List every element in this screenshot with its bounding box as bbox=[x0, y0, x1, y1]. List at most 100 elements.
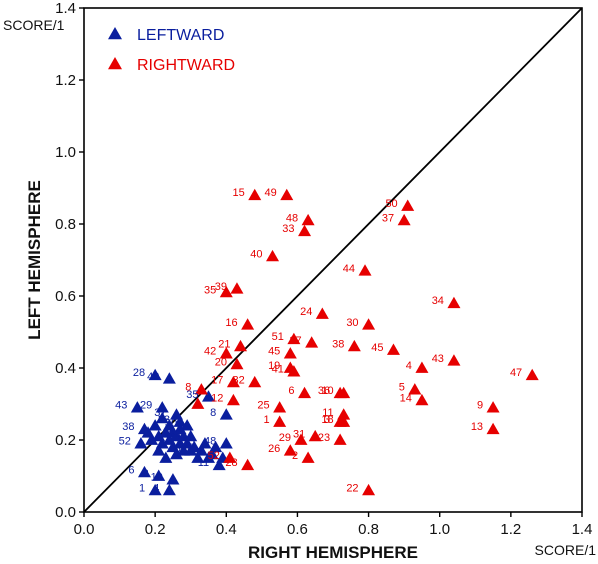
x-tick-label: 0.0 bbox=[74, 521, 95, 538]
rightward-point bbox=[226, 393, 240, 406]
leftward-point bbox=[148, 368, 162, 381]
rightward-point-label: 24 bbox=[300, 306, 312, 318]
rightward-point-label: 8 bbox=[185, 382, 191, 394]
rightward-point-label: 6 bbox=[288, 385, 294, 397]
leftward-point bbox=[148, 483, 162, 496]
rightward-point bbox=[486, 422, 500, 435]
rightward-point bbox=[280, 188, 294, 201]
leftward-point bbox=[187, 440, 201, 453]
y-tick-label: 0.0 bbox=[55, 504, 76, 521]
rightward-point bbox=[362, 318, 376, 330]
rightward-point-label: 37 bbox=[382, 212, 394, 224]
rightward-point bbox=[219, 347, 233, 359]
rightward-point bbox=[415, 393, 429, 406]
leftward-point-label: 28 bbox=[133, 367, 145, 379]
rightward-point-label: 22 bbox=[346, 482, 358, 494]
rightward-point-label: 32 bbox=[232, 374, 244, 386]
leftward-point bbox=[180, 437, 194, 449]
x-axis-unit: SCORE/1 bbox=[535, 542, 597, 558]
rightward-point-label: 44 bbox=[343, 263, 355, 275]
legend-marker-leftward bbox=[108, 27, 122, 40]
leftward-point-label: 33 bbox=[158, 414, 170, 426]
rightward-point bbox=[234, 339, 248, 352]
rightward-point-label: 42 bbox=[204, 346, 216, 358]
leftward-point bbox=[148, 419, 162, 431]
rightward-point-label: 47 bbox=[510, 367, 522, 379]
leftward-point bbox=[130, 401, 144, 413]
rightward-point bbox=[283, 347, 297, 359]
x-tick-label: 0.4 bbox=[216, 521, 237, 538]
leftward-point-label: 5 bbox=[175, 443, 181, 455]
leftward-point bbox=[209, 440, 223, 453]
rightward-point bbox=[287, 365, 301, 377]
y-tick-label: 0.8 bbox=[55, 216, 76, 233]
rightward-point-label: 31 bbox=[293, 428, 305, 440]
rightward-point bbox=[230, 282, 244, 294]
rightward-point-label: 18 bbox=[321, 414, 333, 426]
rightward-point-label: 9 bbox=[477, 400, 483, 412]
leftward-point bbox=[134, 437, 148, 449]
rightward-point bbox=[337, 386, 351, 399]
rightward-point bbox=[301, 451, 315, 463]
leftward-point-label: 35 bbox=[186, 389, 198, 401]
rightward-point-label: 40 bbox=[250, 248, 262, 260]
x-tick-label: 1.2 bbox=[500, 521, 521, 538]
rightward-point-label: 41 bbox=[272, 364, 284, 376]
y-axis-unit: SCORE/1 bbox=[3, 17, 65, 33]
rightward-point-label: 16 bbox=[225, 317, 237, 329]
rightward-point bbox=[415, 361, 429, 373]
rightward-point-label: 49 bbox=[265, 187, 277, 199]
rightward-point-label: 1 bbox=[264, 414, 270, 426]
leftward-point-label: 48 bbox=[204, 436, 216, 448]
rightward-point-label: 20 bbox=[215, 356, 227, 368]
rightward-point-label: 30 bbox=[346, 317, 358, 329]
rightward-point bbox=[230, 357, 244, 370]
x-tick-label: 0.8 bbox=[358, 521, 379, 538]
rightward-point bbox=[305, 336, 319, 348]
y-tick-label: 0.4 bbox=[55, 360, 76, 377]
x-tick-label: 1.0 bbox=[429, 521, 450, 538]
rightward-point-label: 29 bbox=[279, 432, 291, 444]
leftward-point-label: 30 bbox=[165, 418, 177, 430]
leftward-point-label: 4 bbox=[153, 482, 159, 494]
leftward-point-label: 19 bbox=[151, 472, 163, 484]
rightward-point-label: 14 bbox=[400, 392, 412, 404]
leftward-point-label: 1 bbox=[139, 482, 145, 494]
rightward-point bbox=[273, 415, 287, 427]
rightward-point bbox=[219, 285, 233, 298]
rightward-point-label: 52 bbox=[208, 450, 220, 462]
rightward-point bbox=[194, 383, 208, 395]
rightward-point-label: 28 bbox=[225, 457, 237, 469]
rightward-point-label: 43 bbox=[432, 353, 444, 365]
leftward-point bbox=[169, 447, 183, 460]
rightward-point-label: 19 bbox=[268, 360, 280, 372]
leftward-point bbox=[202, 390, 215, 402]
rightward-point bbox=[347, 339, 361, 352]
data-points bbox=[130, 188, 539, 496]
rightward-point bbox=[273, 401, 287, 413]
leftward-point bbox=[159, 451, 173, 463]
leftward-point-label: 43 bbox=[115, 400, 127, 412]
rightward-point bbox=[266, 249, 280, 262]
rightward-point-label: 51 bbox=[272, 331, 284, 343]
leftward-point-label: 37 bbox=[154, 407, 166, 419]
rightward-point-label: 33 bbox=[282, 223, 294, 235]
x-tick-label: 1.4 bbox=[572, 521, 593, 538]
leftward-point bbox=[152, 444, 166, 456]
rightward-point-label: 35 bbox=[204, 284, 216, 296]
leftward-point-label: 20 bbox=[168, 428, 180, 440]
rightward-point-label: 15 bbox=[232, 187, 244, 199]
leftward-point bbox=[191, 451, 205, 463]
rightward-point bbox=[337, 415, 351, 427]
rightward-point bbox=[294, 433, 308, 445]
rightward-point bbox=[287, 332, 301, 345]
legend-label-leftward: LEFTWARD bbox=[137, 27, 224, 44]
leftward-point bbox=[155, 437, 169, 449]
rightward-point-label: 34 bbox=[432, 295, 444, 307]
rightward-point-label: 10 bbox=[321, 385, 333, 397]
leftward-point-label: 38 bbox=[122, 421, 134, 433]
leftward-point bbox=[212, 458, 226, 471]
rightward-point bbox=[226, 375, 240, 388]
leftward-point-label: 2 bbox=[196, 446, 202, 458]
